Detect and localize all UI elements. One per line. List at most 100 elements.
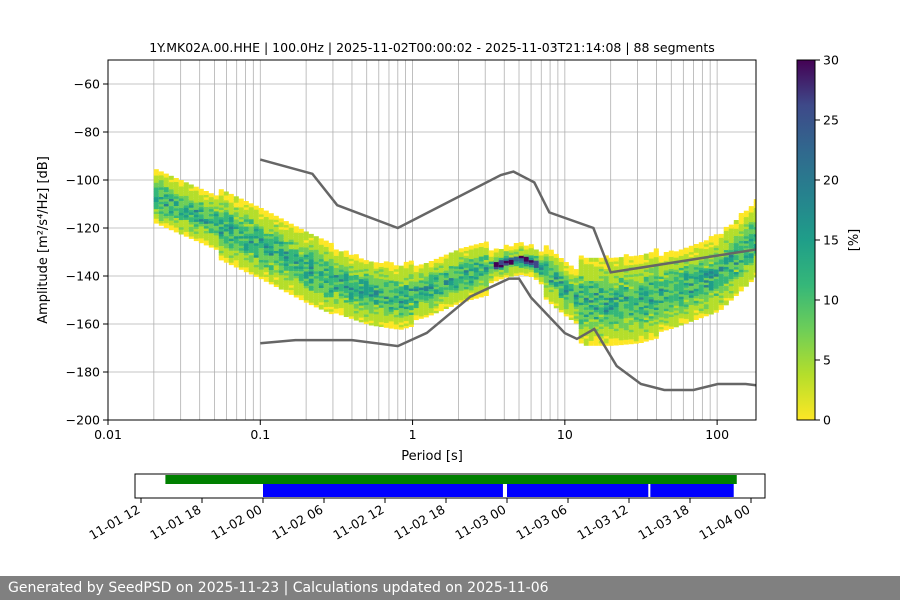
psd-cell: [543, 262, 549, 267]
psd-cell: [443, 278, 449, 283]
psd-cell: [228, 213, 234, 218]
psd-cell: [443, 264, 449, 269]
psd-cell: [648, 254, 654, 259]
psd-cell: [223, 237, 229, 242]
psd-cell: [368, 268, 374, 273]
psd-cell: [498, 265, 504, 270]
psd-cell: [638, 276, 644, 281]
psd-cell: [738, 215, 744, 220]
psd-cell: [718, 255, 724, 260]
psd-cell: [318, 250, 324, 255]
psd-cell: [653, 294, 659, 298]
psd-cell: [648, 305, 654, 309]
psd-cell: [713, 289, 719, 294]
psd-cell: [243, 222, 249, 227]
psd-cell: [438, 304, 444, 309]
psd-cell: [578, 308, 584, 313]
psd-cell: [188, 198, 194, 203]
psd-cell: [718, 260, 724, 265]
psd-cell: [628, 333, 634, 337]
psd-cell: [398, 323, 404, 328]
psd-cell: [563, 274, 569, 278]
psd-cell: [678, 314, 684, 319]
psd-cell: [453, 291, 459, 296]
psd-cell: [553, 263, 559, 268]
psd-cell: [493, 250, 499, 255]
psd-cell: [338, 270, 344, 275]
psd-cell: [753, 249, 756, 254]
psd-cell: [708, 286, 714, 291]
psd-cell: [728, 265, 734, 270]
psd-cell: [268, 237, 274, 242]
psd-cell: [338, 306, 344, 311]
psd-cell: [458, 265, 464, 270]
psd-cell: [293, 271, 299, 276]
psd-cell: [688, 315, 694, 320]
psd-cell: [603, 317, 609, 322]
psd-cell: [228, 261, 234, 266]
psd-cell: [583, 293, 589, 298]
psd-cell: [368, 271, 374, 276]
psd-cell: [188, 220, 194, 225]
psd-cell: [668, 277, 674, 281]
psd-cell: [668, 257, 674, 262]
psd-cell: [213, 209, 219, 214]
psd-cell: [288, 223, 294, 228]
psd-cell: [253, 260, 259, 265]
psd-cell: [648, 336, 654, 341]
psd-cell: [673, 316, 679, 321]
psd-cell: [333, 299, 339, 304]
psd-cell: [668, 322, 674, 327]
psd-cell: [753, 239, 756, 244]
psd-cell: [363, 262, 369, 267]
psd-cell: [193, 229, 199, 234]
psd-cell: [348, 274, 354, 278]
psd-cell: [648, 324, 654, 329]
psd-cell: [513, 255, 519, 259]
psd-cell: [628, 318, 634, 323]
psd-cell: [268, 254, 274, 258]
psd-cell: [538, 261, 544, 266]
psd-cell: [358, 289, 364, 294]
psd-cell: [523, 250, 529, 255]
psd-cell: [518, 251, 524, 256]
psd-cell: [528, 270, 534, 275]
psd-cell: [558, 260, 564, 265]
psd-cell: [628, 299, 634, 304]
psd-cell: [293, 226, 299, 231]
psd-cell: [373, 279, 379, 284]
y-tick-label: −200: [66, 413, 100, 428]
psd-cell: [313, 279, 319, 284]
psd-cell: [673, 277, 679, 282]
psd-cell: [473, 246, 479, 251]
psd-cell: [318, 248, 324, 252]
psd-cell: [458, 274, 464, 279]
psd-cell: [488, 269, 494, 274]
psd-cell: [323, 295, 329, 300]
psd-cell: [643, 253, 649, 258]
psd-cell: [268, 220, 274, 225]
psd-cell: [673, 313, 679, 318]
psd-cell: [263, 229, 269, 234]
psd-cell: [583, 334, 589, 339]
psd-cell: [588, 334, 594, 339]
psd-cell: [708, 303, 714, 308]
psd-cell: [328, 262, 334, 267]
psd-cell: [623, 314, 629, 319]
psd-cell: [223, 229, 229, 234]
psd-cell: [383, 278, 389, 283]
psd-cell: [248, 265, 254, 270]
psd-cell: [753, 244, 756, 249]
psd-cell: [343, 257, 349, 262]
psd-cell: [163, 183, 169, 188]
psd-cell: [638, 327, 644, 331]
psd-cell: [208, 200, 214, 205]
psd-cell: [453, 288, 459, 293]
psd-cell: [638, 295, 644, 300]
psd-cell: [553, 256, 559, 261]
psd-cell: [593, 315, 599, 320]
timeline-tick-label: 11-01 18: [147, 502, 203, 543]
psd-cell: [548, 295, 554, 300]
psd-cell: [558, 274, 564, 279]
psd-cell: [328, 257, 334, 262]
